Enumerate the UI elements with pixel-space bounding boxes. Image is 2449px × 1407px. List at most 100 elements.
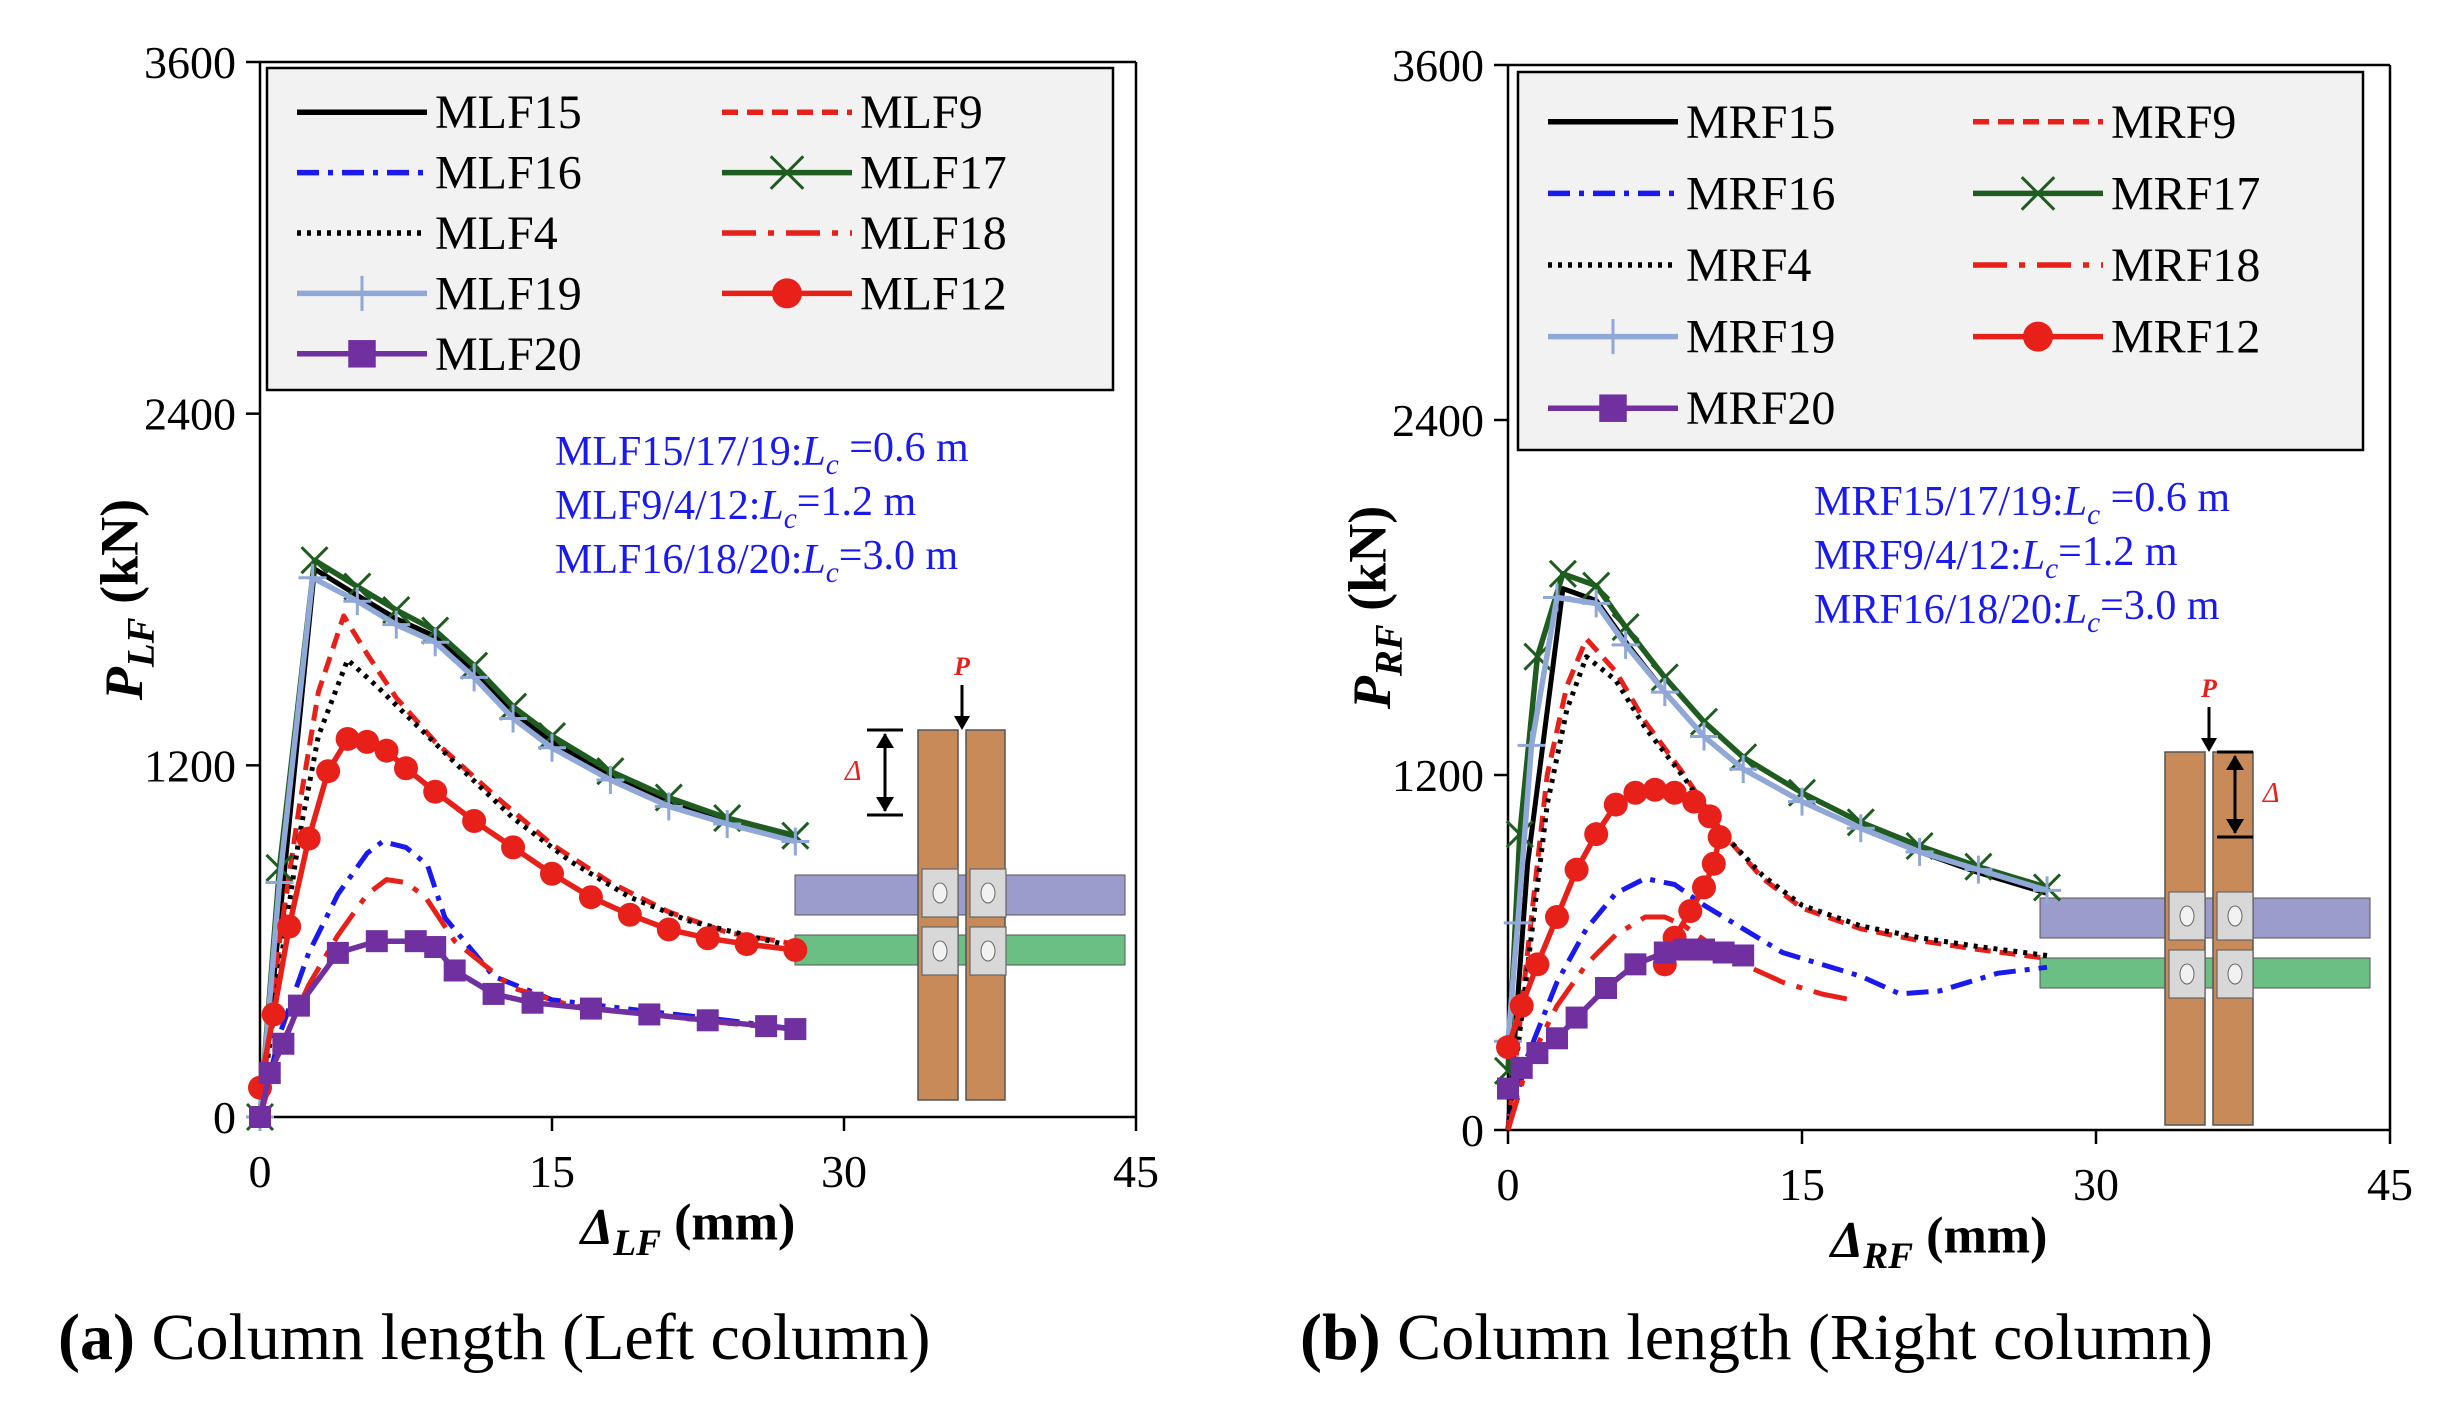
series-line-MRF16: [1505, 876, 2048, 1131]
marker-circle: [1682, 789, 1707, 814]
y-tick-label: 2400: [1392, 395, 1484, 446]
marker-square: [1673, 938, 1696, 961]
marker-circle: [1701, 851, 1726, 876]
caption-a-text: Column length (Left column): [151, 1301, 931, 1374]
marker-plus: [1729, 755, 1758, 784]
series-MLF17: [245, 546, 810, 1132]
y-tick-label: 0: [213, 1092, 236, 1143]
y-axis-label: PLF (kN): [89, 499, 162, 701]
marker-square: [579, 997, 602, 1020]
caption-b-label: (b): [1300, 1301, 1381, 1374]
marker-square: [1546, 1027, 1568, 1050]
caption-a: (a) Column length (Left column): [58, 1300, 930, 1376]
legend-item-MLF19: MLF19: [297, 267, 582, 320]
marker-plus: [1611, 630, 1640, 659]
legend-label: MRF16: [1686, 167, 1835, 220]
marker-plus: [1690, 722, 1718, 751]
marker-circle: [1584, 822, 1609, 847]
x-tick-label: 0: [1497, 1159, 1520, 1210]
caption-b: (b) Column length (Right column): [1300, 1300, 2213, 1376]
legend-item-MLF4: MLF4: [297, 207, 558, 260]
series-line-MLF17: [257, 557, 796, 1118]
y-tick-label: 3600: [144, 37, 236, 88]
x-tick-label: 45: [1113, 1146, 1159, 1197]
marker-square: [404, 930, 427, 953]
series-line-MLF12: [257, 736, 796, 1089]
marker-square: [365, 930, 388, 953]
caption-b-text: Column length (Right column): [1397, 1301, 2213, 1374]
marker-x: [1548, 559, 1577, 588]
series-MRF16: [1505, 876, 2048, 1131]
legend-item-MLF15: MLF15: [297, 86, 582, 139]
legend-label: MLF18: [860, 207, 1007, 260]
marker-circle: [783, 937, 808, 962]
disp-label: Δ: [844, 756, 861, 787]
marker-circle: [734, 932, 759, 957]
legend-label: MLF9: [860, 86, 983, 139]
marker-circle: [1525, 952, 1550, 977]
marker-plus: [596, 765, 625, 794]
marker-circle: [1662, 780, 1687, 805]
marker-circle: [1697, 804, 1722, 829]
legend-box: [1516, 70, 2365, 452]
series-line-MLF18: [257, 877, 796, 1118]
marker-circle: [540, 861, 564, 886]
marker-square: [1732, 944, 1755, 967]
bolt-hole: [2179, 905, 2195, 927]
marker-square: [696, 1009, 719, 1032]
series-MLF12: [248, 726, 808, 1100]
legend-box: [265, 66, 1115, 392]
series-MLF18: [257, 877, 796, 1118]
legend-item-MLF18: MLF18: [722, 207, 1007, 260]
series-line-MLF19: [257, 575, 796, 1118]
legend-item-MRF12: MRF12: [1973, 311, 2260, 364]
bolt-hole: [2179, 963, 2195, 985]
marker-circle: [1509, 993, 1534, 1018]
marker-plus: [1517, 731, 1546, 760]
marker-circle: [1564, 857, 1589, 882]
series-MRF15: [1505, 586, 2048, 1131]
lc-annotation: MRF15/17/19:Lc =0.6 m: [1814, 475, 2230, 531]
marker-circle: [772, 278, 802, 309]
marker-circle: [1496, 1035, 1520, 1060]
legend-label: MLF17: [860, 147, 1007, 200]
series-line-MLF15: [257, 566, 796, 1118]
legend-item-MLF12: MLF12: [722, 267, 1007, 320]
bolt-hole: [2227, 905, 2243, 927]
legend-label: MRF12: [2111, 311, 2260, 364]
series-line-MLF9: [257, 613, 796, 1118]
marker-circle: [617, 902, 642, 927]
load-arrowhead: [2201, 738, 2217, 752]
marker-plus: [1788, 787, 1816, 816]
marker-plus: [499, 704, 528, 733]
marker-plus: [460, 663, 489, 692]
legend-item-MRF16: MRF16: [1548, 167, 1835, 220]
series-MRF17: [1493, 559, 2062, 1085]
marker-circle: [695, 926, 720, 951]
legend-item-MLF20: MLF20: [297, 328, 582, 381]
x-tick-label: 30: [2073, 1159, 2119, 1210]
legend-item-MRF9: MRF9: [1973, 96, 2236, 149]
series-MRF4: [1505, 654, 2048, 1131]
legend-item-MRF17: MRF17: [1973, 167, 2260, 220]
marker-square: [348, 340, 376, 368]
marker-circle: [1707, 825, 1732, 850]
x-tick-label: 0: [249, 1146, 272, 1197]
y-tick-label: 1200: [144, 740, 236, 791]
marker-square: [1595, 977, 1617, 999]
legend-item-MRF15: MRF15: [1548, 96, 1835, 149]
series-line-MRF17: [1505, 571, 2048, 1071]
series-line-MRF18: [1505, 914, 1852, 1131]
marker-plus: [343, 587, 372, 616]
marker-square: [784, 1018, 807, 1041]
marker-plus: [1582, 589, 1611, 618]
marker-circle: [1545, 905, 1569, 929]
marker-circle: [1692, 875, 1716, 900]
y-tick-label: 0: [1461, 1105, 1484, 1156]
legend-label: MLF4: [435, 207, 558, 260]
load-arrowhead: [954, 716, 970, 730]
marker-square: [1712, 941, 1735, 964]
marker-square: [1599, 394, 1627, 422]
lc-annotation: MRF9/4/12:Lc=1.2 m: [1814, 529, 2178, 585]
legend-label: MRF4: [1686, 239, 1811, 292]
